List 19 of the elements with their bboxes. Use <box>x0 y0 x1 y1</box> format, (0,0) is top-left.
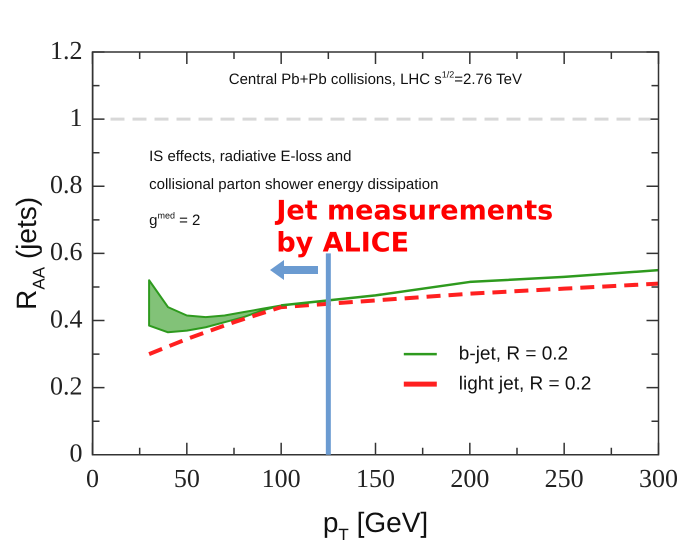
x-tick-label: 50 <box>174 464 200 494</box>
x-tick-label: 200 <box>450 464 490 494</box>
x-tick-label: 150 <box>356 464 395 494</box>
y-tick-label: 1 <box>70 102 82 132</box>
x-tick-label: 250 <box>544 464 584 494</box>
annotation: collisional parton shower energy dissipation <box>149 176 438 193</box>
legend-label: light jet, R = 0.2 <box>458 373 592 394</box>
y-tick-label: 0.4 <box>50 304 82 334</box>
x-tick-label: 300 <box>639 464 678 494</box>
x-tick-label: 100 <box>262 464 301 494</box>
y-tick-label: 0.6 <box>50 237 82 266</box>
legend-label: b-jet, R = 0.2 <box>458 343 568 364</box>
y-tick-label: 0.8 <box>50 170 82 200</box>
y-tick-label: 1.2 <box>50 36 82 65</box>
y-tick-label: 0 <box>70 438 82 468</box>
annotation: Jet measurements by ALICE <box>274 195 554 258</box>
y-axis-title: RAA (jets) <box>11 196 48 310</box>
annotation: IS effects, radiative E-loss and <box>149 148 352 165</box>
y-tick-label: 0.2 <box>50 371 82 400</box>
